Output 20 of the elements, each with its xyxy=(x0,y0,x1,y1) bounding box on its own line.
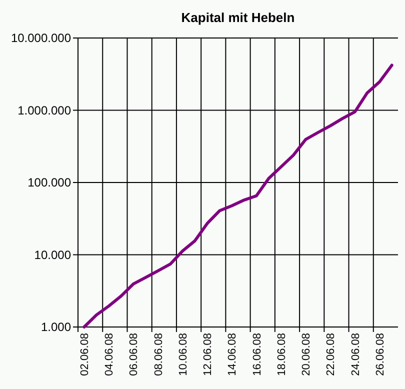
y-tick-label: 10.000.000 xyxy=(10,31,72,46)
x-tick-label: 16.06.08 xyxy=(251,333,264,376)
x-tick-label: 22.06.08 xyxy=(325,333,338,376)
x-tick-label: 18.06.08 xyxy=(276,333,288,376)
chart-title: Kapital mit Hebeln xyxy=(181,10,295,25)
x-tick-label: 24.06.08 xyxy=(350,333,362,376)
y-tick-label: 10.000 xyxy=(34,248,72,262)
y-tick-label: 100.000 xyxy=(28,176,72,190)
y-tick-label: 1.000 xyxy=(40,320,72,334)
x-tick-label: 20.06.08 xyxy=(300,333,313,376)
x-tick-label: 12.06.08 xyxy=(202,333,214,376)
x-tick-label: 14.06.08 xyxy=(226,333,239,376)
x-tick-label: 08.06.08 xyxy=(152,333,165,376)
y-tick-label: 1.000.000 xyxy=(18,103,72,118)
x-tick-label: 06.06.08 xyxy=(128,333,140,376)
x-tick-label: 02.06.08 xyxy=(79,333,92,376)
line-series xyxy=(82,64,394,328)
x-tick-label: 26.06.08 xyxy=(374,333,386,376)
x-tick-label: 10.06.08 xyxy=(177,333,190,376)
x-tick-label: 04.06.08 xyxy=(104,333,116,376)
